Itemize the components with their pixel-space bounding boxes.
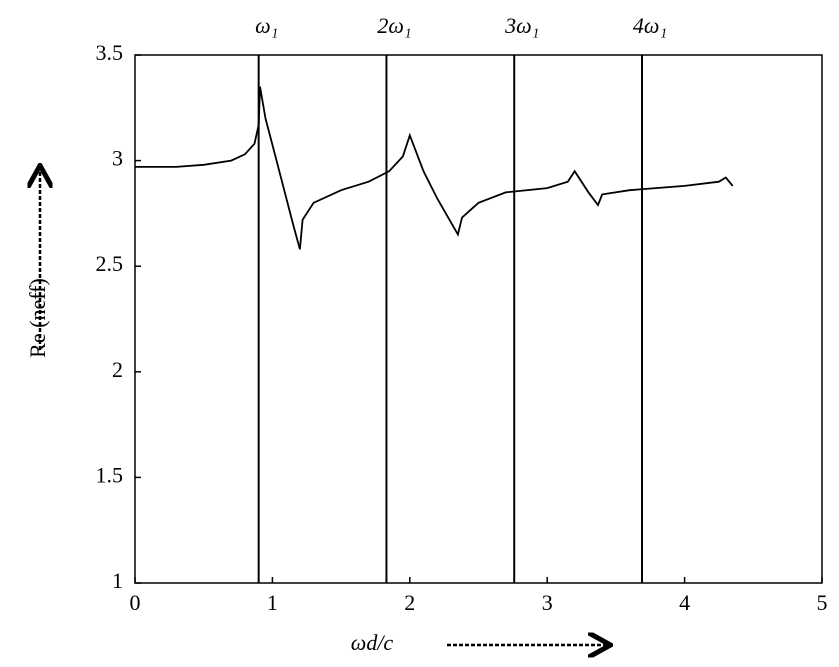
y-axis-label: Re (neff) [25, 278, 50, 358]
resonance-label: 4ω₁ [633, 13, 667, 38]
x-tick-label: 5 [817, 590, 828, 615]
plot-frame [134, 54, 823, 584]
resonance-label: ω₁ [255, 13, 278, 38]
x-axis-label: ωd/c [351, 630, 394, 655]
y-tick-label: 1.5 [96, 462, 124, 487]
x-tick-label: 1 [267, 590, 278, 615]
y-tick-label: 3 [112, 146, 123, 171]
y-tick-label: 3.5 [96, 40, 124, 65]
y-tick-label: 1 [112, 568, 123, 593]
y-tick-label: 2.5 [96, 251, 124, 276]
x-tick-label: 2 [404, 590, 415, 615]
resonance-label: 2ω₁ [377, 13, 411, 38]
x-tick-label: 3 [542, 590, 553, 615]
y-tick-label: 2 [112, 357, 123, 382]
x-tick-label: 4 [679, 590, 690, 615]
resonance-label: 3ω₁ [504, 13, 539, 38]
data-line [135, 86, 734, 250]
x-tick-label: 0 [130, 590, 141, 615]
